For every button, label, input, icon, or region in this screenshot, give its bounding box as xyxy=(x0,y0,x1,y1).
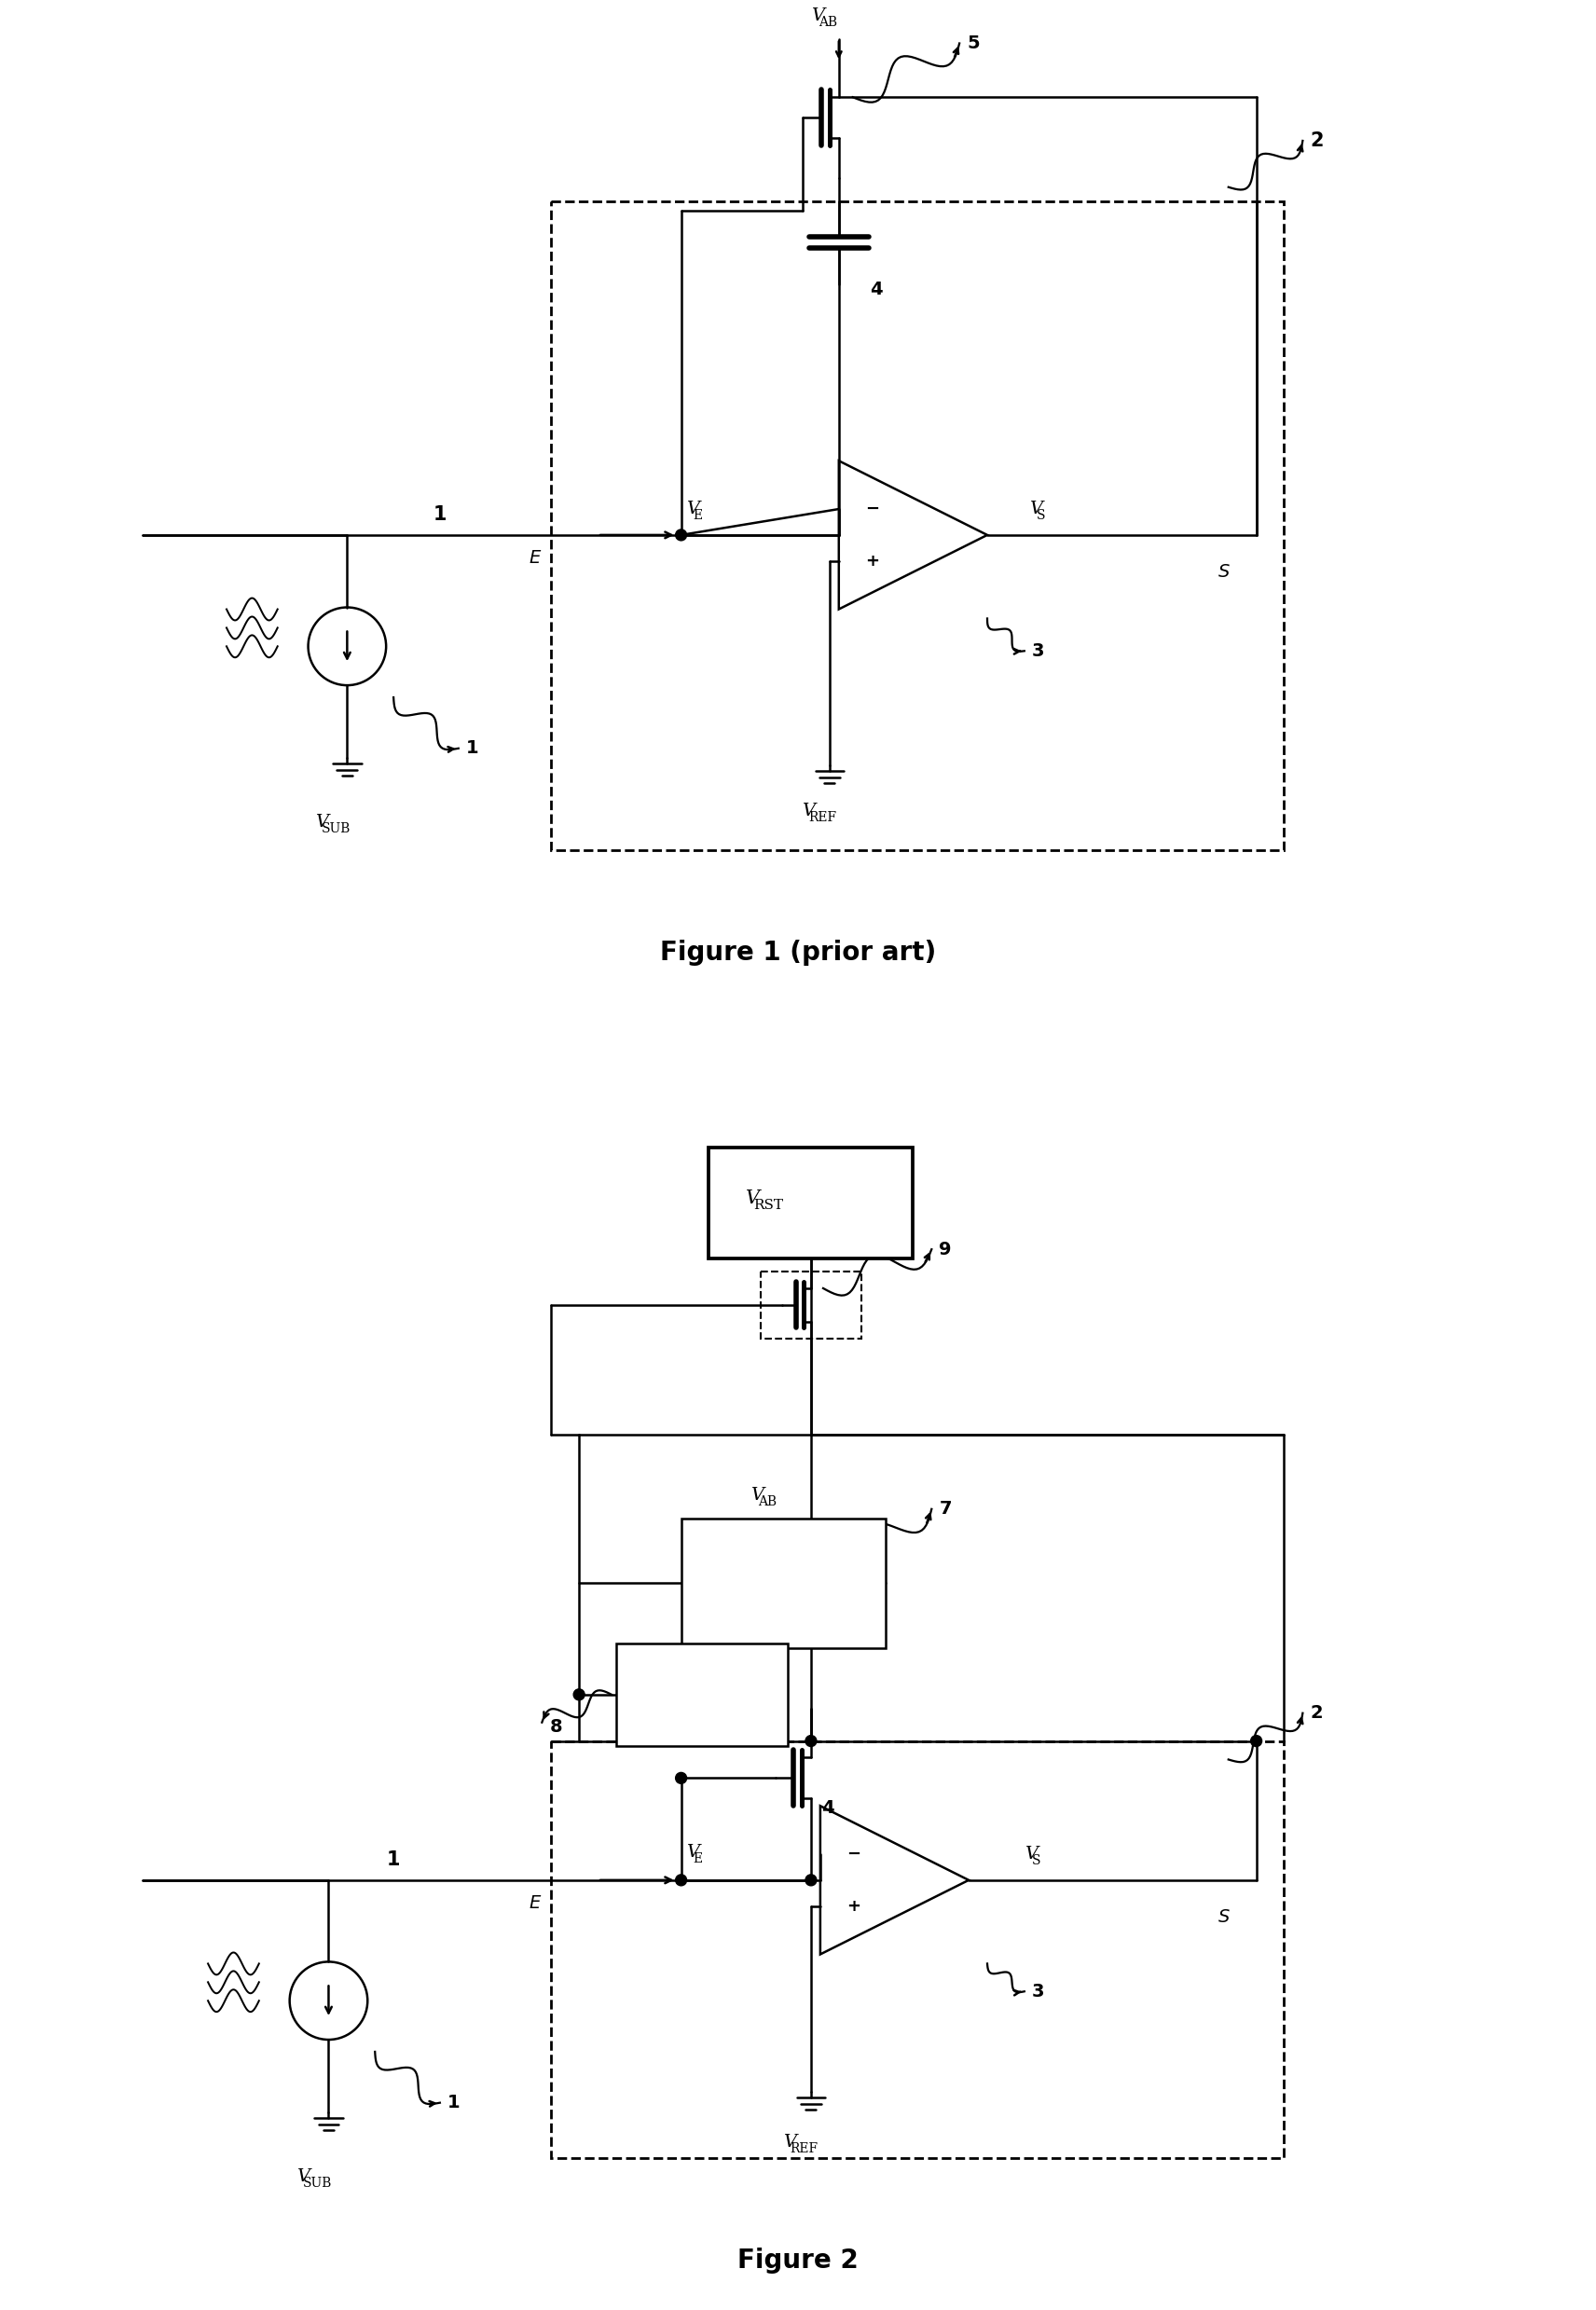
Circle shape xyxy=(806,1735,817,1746)
Text: Figure 2: Figure 2 xyxy=(737,2248,859,2273)
Text: SUB: SUB xyxy=(303,2176,332,2190)
Circle shape xyxy=(806,1873,817,1885)
Text: V: V xyxy=(801,804,816,820)
Text: E: E xyxy=(528,550,541,566)
Text: 1: 1 xyxy=(386,1850,401,1869)
Text: V: V xyxy=(1025,1846,1037,1862)
Text: E: E xyxy=(693,1853,702,1864)
Text: 2: 2 xyxy=(1310,1705,1323,1721)
Text: V: V xyxy=(784,2134,796,2151)
Text: +: + xyxy=(846,1899,860,1915)
Text: E: E xyxy=(693,508,702,522)
Circle shape xyxy=(675,529,686,541)
Text: 1: 1 xyxy=(433,506,447,524)
Text: AB: AB xyxy=(758,1495,777,1508)
Text: 1: 1 xyxy=(447,2093,460,2111)
Text: +: + xyxy=(865,552,879,568)
Text: V: V xyxy=(745,1190,760,1208)
Bar xyxy=(709,1148,913,1259)
Text: V: V xyxy=(750,1488,764,1504)
Text: 8: 8 xyxy=(549,1719,562,1735)
Text: REF: REF xyxy=(809,811,836,825)
Text: V: V xyxy=(297,2169,310,2185)
Text: 5: 5 xyxy=(967,35,980,53)
Text: V: V xyxy=(686,501,699,517)
Circle shape xyxy=(675,1873,686,1885)
Text: 3: 3 xyxy=(1031,1982,1044,2000)
Bar xyxy=(616,1642,788,1746)
Text: −: − xyxy=(865,501,879,517)
Text: REF: REF xyxy=(790,2144,819,2155)
Text: E: E xyxy=(528,1894,541,1913)
Text: 9: 9 xyxy=(938,1240,951,1259)
Bar xyxy=(761,1270,862,1337)
Text: RST: RST xyxy=(753,1199,784,1213)
Circle shape xyxy=(573,1689,584,1700)
Text: V: V xyxy=(314,813,327,832)
Text: Figure 1 (prior art): Figure 1 (prior art) xyxy=(659,940,937,966)
Bar xyxy=(551,201,1285,850)
Text: S: S xyxy=(1031,1855,1041,1866)
Bar xyxy=(681,1518,886,1649)
Text: V: V xyxy=(686,1843,699,1860)
Text: 4: 4 xyxy=(870,280,883,298)
Text: S: S xyxy=(1036,508,1045,522)
Circle shape xyxy=(675,1772,686,1783)
Text: −: − xyxy=(846,1846,860,1862)
Text: 2: 2 xyxy=(1310,132,1323,150)
Text: V: V xyxy=(811,7,824,23)
Text: S: S xyxy=(1218,564,1229,580)
Text: AB: AB xyxy=(819,16,836,28)
Bar xyxy=(551,1742,1285,2158)
Text: 4: 4 xyxy=(822,1799,835,1818)
Text: SUB: SUB xyxy=(322,822,351,836)
Text: 1: 1 xyxy=(466,739,479,758)
Text: 3: 3 xyxy=(1031,642,1044,661)
Text: V: V xyxy=(1029,501,1042,517)
Text: 7: 7 xyxy=(938,1499,951,1518)
Text: S: S xyxy=(1218,1908,1229,1927)
Circle shape xyxy=(1251,1735,1262,1746)
